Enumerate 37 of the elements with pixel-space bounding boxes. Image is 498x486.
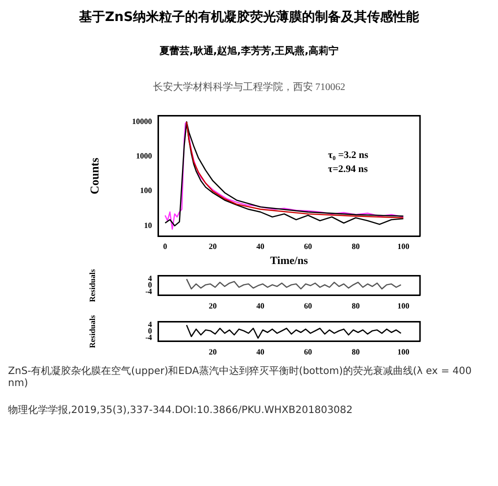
x-tick-label: 60 [304, 242, 312, 252]
chart-title: 基于ZnS纳米粒子的有机凝胶荧光薄膜的制备及其传感性能 [78, 8, 420, 26]
annotation: τ₀ =3.2 ns [328, 150, 368, 161]
y-axis-title: Counts [87, 157, 102, 194]
x-tick-label: 100 [397, 347, 410, 356]
x-tick-label: 40 [256, 242, 264, 252]
y-tick-label: 10000 [132, 116, 152, 126]
x-tick-label: 100 [397, 301, 410, 310]
x-tick-label: 60 [304, 301, 312, 310]
x-tick-label: 0 [163, 242, 168, 252]
y-tick-label: -4 [145, 287, 152, 296]
y-tick-label: 4 [148, 274, 152, 284]
y-tick-label: 0 [148, 326, 152, 336]
annotation: τ=2.94 ns [328, 164, 368, 175]
text: ZnS-有机凝胶杂化膜在空气(upper)和EDA蒸汽中达到猝灭平衡时(bottom)的荧光衰减曲线(λ ex = 400 nm) [8, 364, 473, 389]
chart-subtitle: 夏蕾芸,耿通,赵旭,李芳芳,王凤燕,高莉宁 [158, 44, 340, 58]
x-tick-label: 20 [208, 347, 217, 356]
text: 长安大学材料科学与工程学院，西安 710062 [152, 80, 346, 94]
x-tick-label: 100 [397, 242, 410, 252]
y-tick-label: -4 [145, 333, 152, 342]
x-tick-label: 40 [256, 347, 264, 356]
text: 物理化学学报,2019,35(3),337-344.DOI:10.3866/PKU.WHXB201803082 [8, 404, 354, 417]
x-tick-label: 80 [352, 242, 360, 252]
x-tick-label: 40 [256, 301, 264, 310]
y-tick-label: 1000 [136, 152, 152, 161]
x-tick-label: 60 [304, 347, 312, 356]
x-tick-label: 20 [208, 301, 217, 310]
y-tick-label: 4 [148, 320, 152, 330]
x-tick-label: 20 [208, 242, 217, 252]
y-tick-label: 10 [144, 220, 152, 230]
x-tick-label: 80 [352, 301, 360, 310]
x-axis-title: Time/ns [270, 255, 309, 268]
y-axis-title: Residuals [88, 269, 97, 302]
y-tick-label: 100 [140, 186, 152, 196]
y-tick-label: 0 [148, 280, 152, 290]
x-tick-label: 80 [352, 347, 360, 356]
y-axis-title: Residuals [88, 315, 97, 348]
